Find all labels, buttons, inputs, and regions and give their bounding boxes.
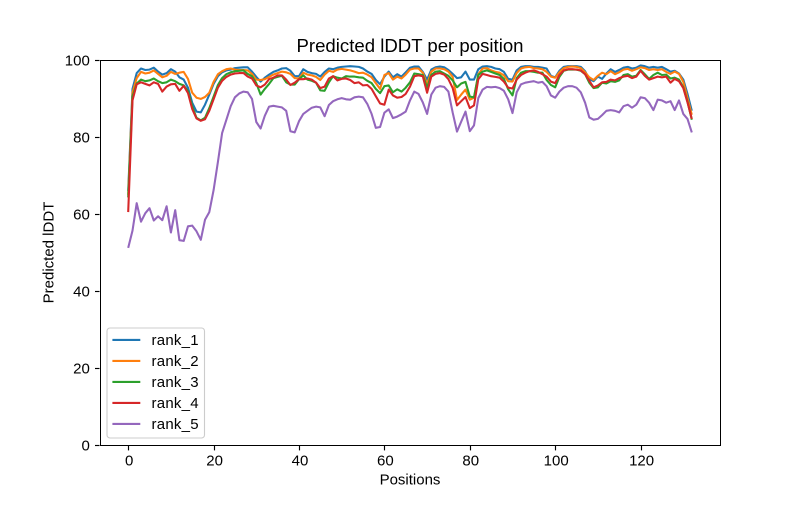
svg-text:Predicted lDDT: Predicted lDDT: [41, 202, 58, 304]
svg-text:100: 100: [65, 52, 90, 69]
svg-text:80: 80: [462, 453, 479, 470]
svg-text:rank_5: rank_5: [152, 416, 199, 433]
svg-text:20: 20: [73, 360, 90, 377]
svg-text:rank_4: rank_4: [152, 395, 199, 412]
svg-text:60: 60: [377, 453, 394, 470]
svg-text:60: 60: [73, 206, 90, 223]
svg-text:rank_3: rank_3: [152, 374, 199, 391]
svg-text:20: 20: [206, 453, 223, 470]
svg-text:Predicted lDDT per position: Predicted lDDT per position: [296, 35, 523, 56]
svg-text:40: 40: [292, 453, 309, 470]
svg-text:40: 40: [73, 283, 90, 300]
svg-text:rank_2: rank_2: [152, 353, 199, 370]
svg-text:100: 100: [544, 453, 569, 470]
svg-text:80: 80: [73, 129, 90, 146]
svg-text:120: 120: [629, 453, 654, 470]
svg-text:Positions: Positions: [380, 472, 441, 489]
svg-text:0: 0: [125, 453, 133, 470]
svg-text:0: 0: [81, 437, 89, 454]
svg-text:rank_1: rank_1: [152, 332, 199, 349]
